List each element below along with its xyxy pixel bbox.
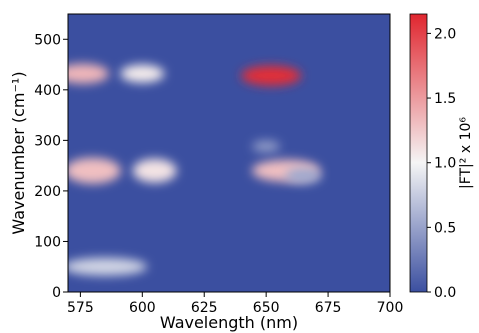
y-axis: 0 100 200 300 400 500 <box>34 32 68 301</box>
y-axis-label: Wavenumber (cm⁻¹) <box>9 71 28 234</box>
y-tick-label: 300 <box>34 133 61 149</box>
colorbar-tick-label: 1.0 <box>434 156 456 172</box>
y-tick-label: 0 <box>52 285 61 301</box>
heatmap-peak <box>252 140 281 153</box>
y-tick-label: 500 <box>34 32 61 48</box>
heatmap-peak <box>132 158 177 183</box>
x-axis-label: Wavelength (nm) <box>160 313 298 332</box>
heatmap-peak <box>285 167 322 184</box>
heatmap-peak <box>68 257 148 276</box>
colorbar-tick-label: 0.0 <box>434 285 456 301</box>
colorbar-tick-label: 0.5 <box>434 220 456 236</box>
colorbar-gradient <box>409 13 428 293</box>
heatmap-background <box>68 14 390 292</box>
y-tick-label: 400 <box>34 83 61 99</box>
x-tick-label: 700 <box>377 300 404 316</box>
x-tick-label: 650 <box>253 300 280 316</box>
x-tick-label: 625 <box>191 300 218 316</box>
x-tick-label: 575 <box>67 300 94 316</box>
x-tick-label: 675 <box>315 300 342 316</box>
plot-frame <box>67 13 391 293</box>
heatmap-peak <box>68 63 109 84</box>
heatmap-peak <box>120 64 165 83</box>
colorbar-label: |FT|² x 10⁶ <box>458 117 474 189</box>
colorbar: 0.0 0.5 1.0 1.5 2.0 |FT|² x 10⁶ <box>409 13 474 301</box>
heatmap-peak <box>241 65 302 86</box>
y-tick-label: 100 <box>34 234 61 250</box>
heatmap-peak <box>68 157 121 184</box>
colorbar-tick-label: 1.5 <box>434 91 456 107</box>
x-axis: 575 600 625 650 675 700 <box>67 292 403 316</box>
heatmap-plot-area <box>67 13 391 293</box>
x-tick-label: 600 <box>129 300 156 316</box>
y-tick-label: 200 <box>34 184 61 200</box>
colorbar-tick-label: 2.0 <box>434 26 456 42</box>
